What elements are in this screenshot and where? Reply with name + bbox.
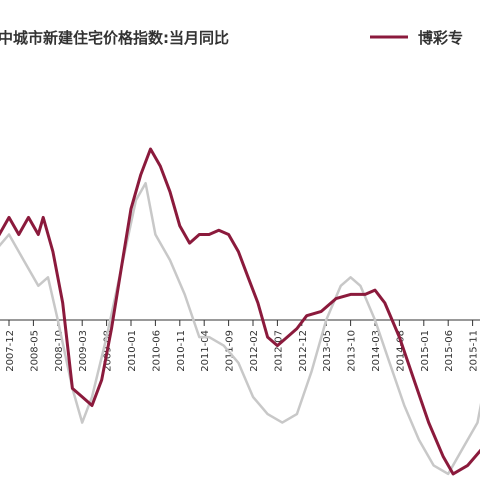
x-tick-label: 2012-02 [249, 330, 260, 372]
x-tick-label: 2009-03 [78, 330, 89, 372]
series-line-secondary [0, 181, 480, 476]
x-tick-label: 2013-10 [347, 330, 358, 372]
x-axis-ticks: 2007-12 2008-05 2008-10 2009-03 2009-08 2010-… [5, 320, 480, 372]
x-tick-label: 2011-09 [225, 330, 236, 372]
x-tick-label: 2013-05 [322, 330, 333, 372]
x-tick-label: 2011-04 [200, 330, 211, 372]
series-layer [0, 147, 480, 476]
x-tick-label: 2008-10 [54, 330, 65, 372]
series-line-primary [0, 147, 480, 476]
x-tick-label: 2014-03 [371, 330, 382, 372]
x-tick-label: 2010-11 [176, 330, 187, 372]
x-tick-label: 2015-01 [420, 330, 431, 372]
x-tick-label: 2008-05 [29, 330, 40, 372]
x-tick-label: 2015-06 [444, 330, 455, 372]
x-tick-label: 2012-07 [273, 330, 284, 372]
x-tick-label: 2012-12 [298, 330, 309, 372]
x-tick-label: 2007-12 [5, 330, 16, 372]
x-tick-label: 2014-08 [395, 330, 406, 372]
legend-left-label: 中城市新建住宅价格指数:当月同比 [0, 29, 229, 47]
legend: 中城市新建住宅价格指数:当月同比 博彩专 [0, 29, 463, 47]
x-tick-label: 2015-11 [469, 330, 480, 372]
legend-series-label: 博彩专 [418, 29, 463, 47]
x-tick-label: 2010-01 [127, 330, 138, 372]
x-tick-label: 2010-06 [151, 330, 162, 372]
